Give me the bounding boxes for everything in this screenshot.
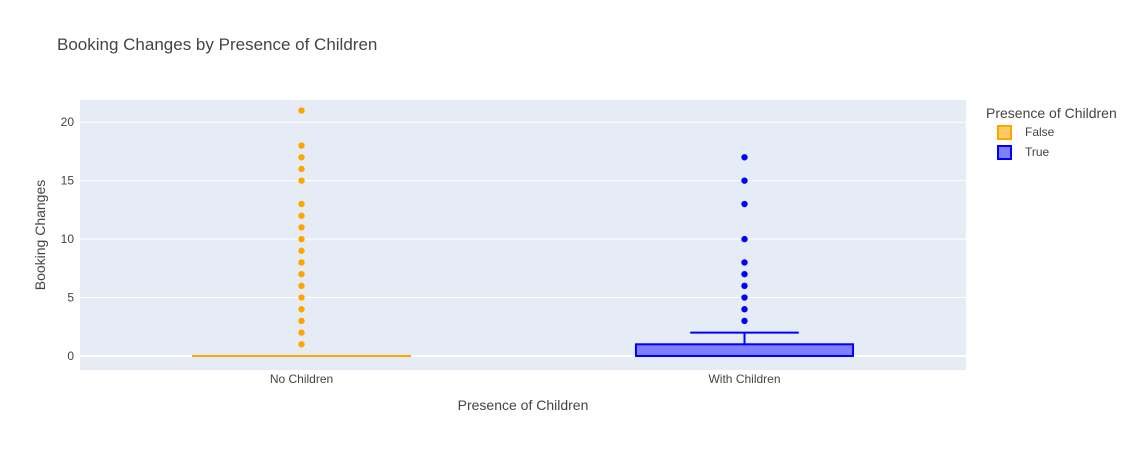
outlier-point <box>741 235 748 243</box>
outlier-point <box>298 154 305 161</box>
y-axis-ticks: 0 5 10 15 20 <box>61 115 75 363</box>
outlier-point <box>298 259 305 266</box>
x-tick-label: No Children <box>270 372 333 386</box>
outlier-point <box>741 200 748 208</box>
outlier-point <box>741 270 748 278</box>
outlier-point <box>298 177 305 184</box>
outlier-point <box>298 282 305 290</box>
legend-item-false[interactable]: False <box>997 125 1055 140</box>
outlier-point <box>298 224 305 231</box>
boxes <box>191 107 855 357</box>
y-tick-label: 5 <box>67 291 74 305</box>
iqr-box <box>634 343 855 357</box>
outlier-point <box>298 247 305 254</box>
y-tick-label: 0 <box>67 349 74 363</box>
legend: Presence of Children False True <box>986 105 1117 160</box>
outlier-point <box>298 270 305 278</box>
outlier-point <box>298 341 305 348</box>
outlier-point <box>741 317 748 325</box>
legend-label: True <box>1025 145 1050 159</box>
legend-label: False <box>1025 125 1055 139</box>
y-tick-label: 10 <box>61 232 75 246</box>
legend-swatch <box>997 145 1012 160</box>
box-series-true <box>634 154 855 357</box>
outlier-point <box>741 259 748 266</box>
x-axis-ticks: No Children With Children <box>270 372 781 386</box>
y-tick-label: 20 <box>61 115 75 129</box>
legend-item-true[interactable]: True <box>997 145 1050 160</box>
outlier-point <box>741 294 748 301</box>
outlier-point <box>298 165 305 173</box>
outlier-point <box>298 306 305 313</box>
outlier-point <box>298 212 305 219</box>
legend-swatch <box>997 125 1012 140</box>
x-tick-label: With Children <box>708 372 780 386</box>
outlier-point <box>741 154 748 161</box>
outlier-point <box>741 177 748 184</box>
outlier-point <box>298 317 305 325</box>
outlier-point <box>298 294 305 301</box>
outlier-point <box>298 200 305 208</box>
plot-area <box>80 100 966 370</box>
outlier-point <box>741 306 748 313</box>
legend-title: Presence of Children <box>986 105 1117 121</box>
box-series-false <box>191 107 412 357</box>
x-axis-title: Presence of Children <box>458 397 589 413</box>
y-tick-label: 15 <box>61 174 75 188</box>
y-axis-title: Booking Changes <box>32 180 48 291</box>
outlier-point <box>741 282 748 290</box>
outlier-point <box>298 142 305 149</box>
outlier-point <box>298 329 305 336</box>
outlier-point <box>298 107 305 114</box>
outlier-point <box>298 235 305 243</box>
chart-title: Booking Changes by Presence of Children <box>57 35 377 54</box>
